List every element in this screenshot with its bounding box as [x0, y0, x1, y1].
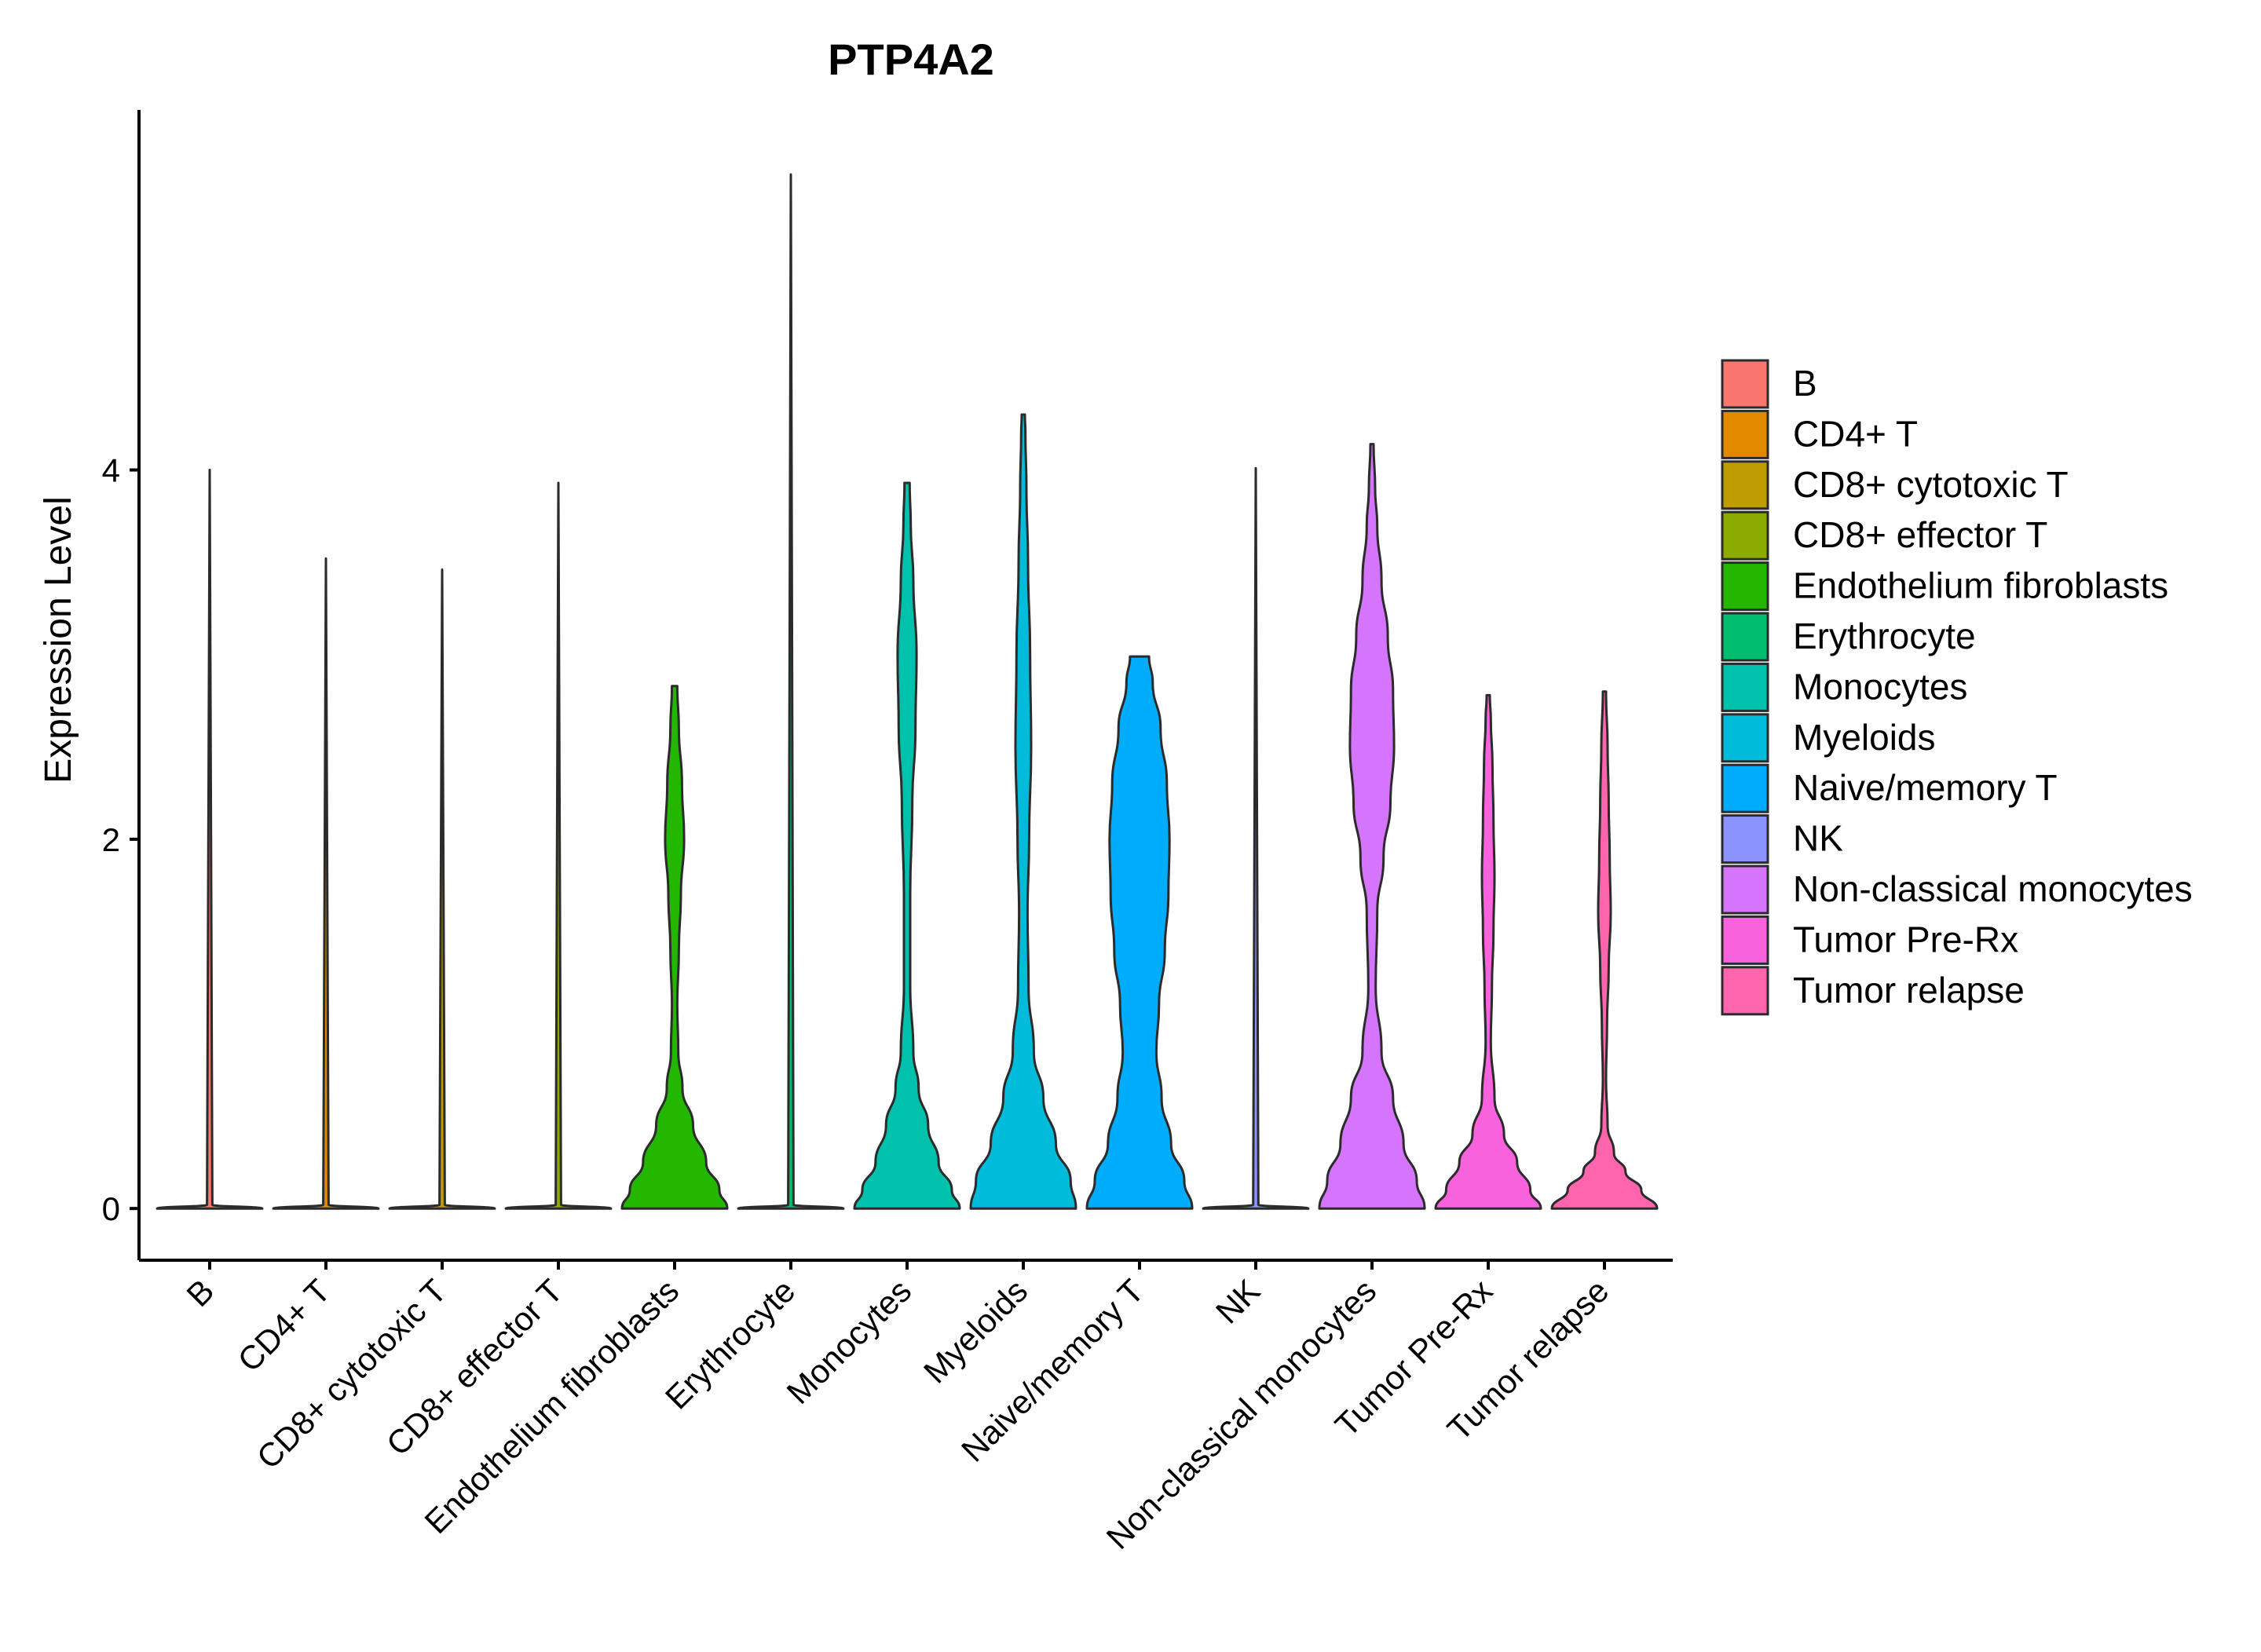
violin-non-classical-monocytes	[1318, 443, 1426, 1210]
violin-cd8-cytotoxic-t	[388, 568, 496, 1210]
legend-swatch-myeloids	[1721, 713, 1769, 763]
x-tick-label: NK	[1209, 1272, 1268, 1331]
x-tick-label: B	[179, 1272, 221, 1314]
legend: B CD4+ T CD8+ cytotoxic T CD8+ effector T En…	[1721, 359, 2193, 1016]
legend-label-endothelium-fibroblasts: Endothelium fibroblasts	[1793, 565, 2168, 606]
y-axis-label: Expression Level	[38, 496, 79, 784]
legend-swatch-tumor-pre-rx	[1721, 915, 1769, 965]
violin-b	[155, 469, 264, 1210]
legend-label-cd8-cytotoxic-t: CD8+ cytotoxic T	[1793, 464, 2069, 505]
violin-tumor-relapse	[1550, 690, 1659, 1210]
legend-swatch-monocytes	[1721, 662, 1769, 712]
legend-swatch-cd4-t	[1721, 409, 1769, 459]
legend-label-tumor-relapse: Tumor relapse	[1793, 970, 2025, 1011]
x-tick-label: Myeloids	[916, 1272, 1034, 1390]
legend-swatch-erythrocyte	[1721, 612, 1769, 662]
y-tick-label: 0	[102, 1190, 120, 1227]
legend-label-cd4-t: CD4+ T	[1793, 413, 1918, 454]
legend-swatch-non-classical-monocytes	[1721, 864, 1769, 915]
legend-label-cd8-effector-t: CD8+ effector T	[1793, 514, 2047, 555]
x-tick-label: Monocytes	[780, 1272, 919, 1411]
legend-label-tumor-pre-rx: Tumor Pre-Rx	[1793, 919, 2018, 959]
legend-swatch-cd8-cytotoxic-t	[1721, 460, 1769, 510]
violin-erythrocyte	[737, 173, 845, 1210]
y-tick-label: 4	[102, 452, 120, 489]
violins-layer	[155, 173, 1659, 1210]
legend-label-non-classical-monocytes: Non-classical monocytes	[1793, 868, 2193, 909]
legend-swatch-b	[1721, 359, 1769, 409]
legend-label-b: B	[1793, 363, 1817, 404]
violin-cd4-t	[272, 557, 380, 1210]
violin-tumor-pre-rx	[1434, 693, 1542, 1210]
legend-label-monocytes: Monocytes	[1793, 666, 1967, 707]
legend-swatch-naive-memory-t	[1721, 763, 1769, 813]
legend-label-myeloids: Myeloids	[1793, 717, 1936, 758]
legend-label-nk: NK	[1793, 818, 1843, 859]
legend-label-naive-memory-t: Naive/memory T	[1793, 767, 2058, 808]
y-tick-label: 2	[102, 821, 120, 858]
legend-label-erythrocyte: Erythrocyte	[1793, 616, 1976, 656]
chart-title: PTP4A2	[828, 35, 994, 84]
violin-cd8-effector-t	[504, 481, 613, 1210]
violin-myeloids	[969, 413, 1077, 1210]
violin-naive-memory-t	[1085, 655, 1194, 1210]
legend-swatch-tumor-relapse	[1721, 966, 1769, 1016]
legend-swatch-nk	[1721, 814, 1769, 864]
legend-swatch-cd8-effector-t	[1721, 510, 1769, 561]
violin-nk	[1202, 466, 1310, 1210]
x-tick-label: CD4+ T	[231, 1272, 338, 1379]
violin-endothelium-fibroblasts	[620, 685, 729, 1210]
legend-swatch-endothelium-fibroblasts	[1721, 561, 1769, 612]
violin-monocytes	[853, 481, 961, 1210]
